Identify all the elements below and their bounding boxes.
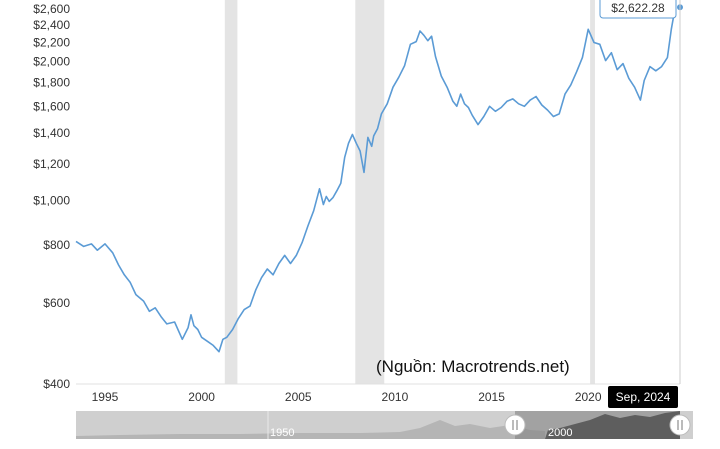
range-navigator[interactable]: 1950 2000 <box>76 411 693 439</box>
recession-band-1 <box>355 0 385 384</box>
date-tooltip: Sep, 2024 <box>608 386 678 408</box>
y-tick-label: $1,600 <box>33 99 70 113</box>
navigator-history-area <box>76 420 545 439</box>
y-tick-label: $2,000 <box>33 55 70 69</box>
navigator-right-handle[interactable] <box>669 414 691 436</box>
date-tooltip-text: Sep, 2024 <box>616 390 671 404</box>
recession-band-2 <box>590 0 595 384</box>
source-note: (Nguồn: Macrotrends.net) <box>376 357 570 376</box>
y-axis-ticks: $400 $600 $800 $1,000 $1,200 $1,400 $1,600 $1,8… <box>33 2 70 391</box>
x-tick-label: 2005 <box>285 390 312 404</box>
x-tick-label: 2015 <box>478 390 505 404</box>
navigator-selected-area <box>545 411 680 439</box>
x-tick-label: 1995 <box>92 390 119 404</box>
y-tick-label: $1,000 <box>33 193 70 207</box>
x-tick-label: 2000 <box>188 390 215 404</box>
x-tick-label: 2010 <box>382 390 409 404</box>
x-axis-ticks: 1995 2000 2005 2010 2015 2020 <box>92 390 602 404</box>
y-tick-label: $2,400 <box>33 18 70 32</box>
y-tick-label: $800 <box>43 238 70 252</box>
y-tick-label: $1,800 <box>33 76 70 90</box>
y-tick-label: $1,400 <box>33 126 70 140</box>
recession-band-0 <box>224 0 238 384</box>
recession-bands <box>224 0 595 384</box>
y-tick-label: $2,600 <box>33 2 70 16</box>
value-tooltip: $2,622.28 <box>599 0 677 19</box>
price-line <box>75 6 681 353</box>
y-tick-label: $1,200 <box>33 157 70 171</box>
x-tick-label: 2020 <box>575 390 602 404</box>
navigator-label-2000: 2000 <box>548 427 572 439</box>
y-tick-label: $600 <box>43 296 70 310</box>
date-tooltip-box <box>608 386 678 408</box>
value-tooltip-box <box>599 0 677 19</box>
y-tick-label: $2,200 <box>33 35 70 49</box>
navigator-label-1950: 1950 <box>270 427 294 439</box>
value-tooltip-text: $2,622.28 <box>611 1 665 15</box>
navigator-left-handle[interactable] <box>504 414 526 436</box>
y-tick-label: $400 <box>43 377 70 391</box>
